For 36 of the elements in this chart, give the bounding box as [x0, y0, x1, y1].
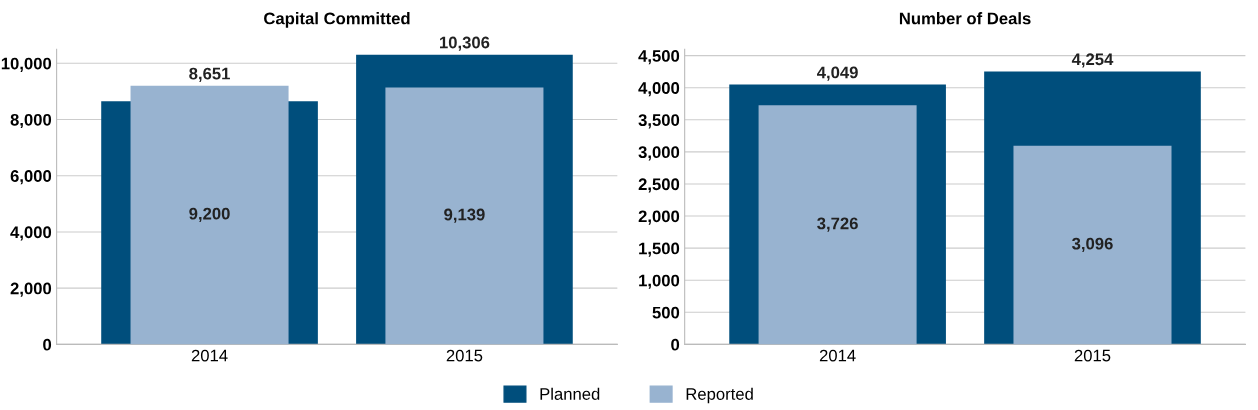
y-tick-label: 2,500: [638, 178, 680, 193]
y-tick-label: 4,000: [10, 226, 52, 241]
y-tick-label: 2,000: [638, 210, 680, 225]
y-tick-label: 10,000: [1, 57, 52, 72]
bar: [385, 87, 544, 345]
x-tick-label: 2015: [1074, 349, 1111, 362]
y-tick-label: 8,000: [10, 113, 52, 129]
y-tick-label: 0: [671, 338, 680, 351]
bar: [758, 105, 917, 345]
y-tick-label: 1,500: [639, 242, 680, 257]
y-tick-label: 0: [43, 338, 52, 351]
data-label: 4,254: [1071, 53, 1114, 68]
y-tick-label: 3,000: [638, 146, 680, 161]
y-tick-label: 6,000: [10, 170, 52, 185]
data-label: 4,049: [817, 66, 858, 81]
data-label: 9,139: [444, 208, 485, 223]
y-tick-label: 500: [652, 306, 680, 319]
bar: [1013, 145, 1172, 345]
x-tick-label: 2015: [446, 349, 483, 362]
data-label: 3,726: [817, 217, 858, 232]
legend-label: Reported: [686, 387, 753, 404]
y-tick-label: 4,500: [638, 50, 680, 65]
data-label: 9,200: [189, 207, 230, 222]
data-label: 10,306: [440, 36, 490, 51]
x-tick-label: 2014: [819, 349, 856, 362]
chart-title: Capital Committed: [264, 12, 410, 28]
y-tick-label: 1,000: [639, 274, 680, 289]
y-tick-label: 2,000: [10, 282, 52, 297]
x-tick-label: 2014: [191, 349, 228, 362]
data-label: 3,096: [1072, 237, 1113, 252]
bar: [130, 85, 289, 345]
chart-title: Number of Deals: [899, 12, 1031, 25]
y-tick-label: 3,500: [638, 114, 680, 129]
y-tick-label: 4,000: [638, 82, 680, 97]
data-label: 8,651: [189, 67, 230, 82]
legend-label: Planned: [540, 387, 600, 400]
